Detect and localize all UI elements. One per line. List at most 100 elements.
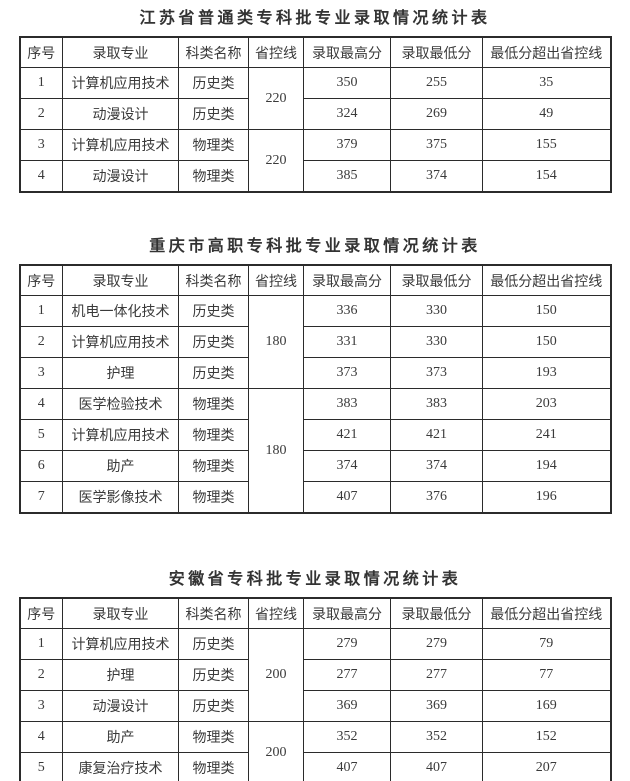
cell-exceed-margin: 196 <box>482 481 611 514</box>
cell-major: 医学检验技术 <box>62 388 179 420</box>
column-header: 录取最高分 <box>303 597 391 629</box>
cell-major: 康复治疗技术 <box>62 752 179 781</box>
column-header: 录取最低分 <box>390 36 483 68</box>
cell-category: 物理类 <box>178 129 249 161</box>
cell-exceed-margin: 154 <box>482 160 611 193</box>
cell-category: 历史类 <box>178 295 249 327</box>
stats-table-section: 重庆市高职专科批专业录取情况统计表 序号 录取专业 科类名称 省控线 录取最高分 录取最低… <box>0 237 630 514</box>
cell-category: 物理类 <box>178 419 249 451</box>
table-row: 2 护理 历史类 277 277 77 <box>19 659 611 691</box>
column-header: 最低分超出省控线 <box>482 264 611 296</box>
cell-control-line: 180 <box>248 295 304 389</box>
cell-max-score: 383 <box>303 388 391 420</box>
cell-category: 历史类 <box>178 628 249 660</box>
cell-exceed-margin: 155 <box>482 129 611 161</box>
table-row: 4 医学检验技术 物理类 180 383 383 203 <box>19 388 611 514</box>
table-row: 3 动漫设计 历史类 369 369 169 <box>19 690 611 722</box>
cell-exceed-margin: 169 <box>482 690 611 722</box>
table-title: 重庆市高职专科批专业录取情况统计表 <box>149 238 481 255</box>
cell-exceed-margin: 49 <box>482 98 611 130</box>
cell-row-number: 4 <box>19 388 63 420</box>
cell-major: 动漫设计 <box>62 160 179 193</box>
cell-category: 历史类 <box>178 357 249 389</box>
cell-max-score: 277 <box>303 659 391 691</box>
cell-row-number: 3 <box>19 129 63 161</box>
cell-min-score: 369 <box>390 690 483 722</box>
cell-category: 物理类 <box>178 721 249 753</box>
cell-exceed-margin: 203 <box>482 388 611 420</box>
cell-control-line: 200 <box>248 721 304 781</box>
column-header: 录取专业 <box>62 36 179 68</box>
cell-row-number: 1 <box>19 67 63 99</box>
cell-major: 计算机应用技术 <box>62 67 179 99</box>
table-row: 1 机电一体化技术 历史类 180 336 330 150 <box>19 295 611 389</box>
table-row: 4 动漫设计 物理类 385 374 154 <box>19 160 611 193</box>
cell-max-score: 407 <box>303 752 391 781</box>
cell-row-number: 5 <box>19 419 63 451</box>
cell-min-score: 277 <box>390 659 483 691</box>
cell-max-score: 352 <box>303 721 391 753</box>
column-header: 序号 <box>19 264 63 296</box>
header-row: 序号 录取专业 科类名称 省控线 录取最高分 录取最低分 最低分超出省控线 <box>19 36 611 68</box>
column-header: 科类名称 <box>178 264 249 296</box>
stats-table: 序号 录取专业 科类名称 省控线 录取最高分 录取最低分 最低分超出省控线 1 计算机应用技术… <box>18 597 612 781</box>
cell-min-score: 352 <box>390 721 483 753</box>
cell-major: 动漫设计 <box>62 690 179 722</box>
cell-min-score: 279 <box>390 628 483 660</box>
cell-category: 物理类 <box>178 752 249 781</box>
cell-major: 助产 <box>62 450 179 482</box>
cell-row-number: 3 <box>19 690 63 722</box>
cell-category: 历史类 <box>178 690 249 722</box>
cell-major: 动漫设计 <box>62 98 179 130</box>
cell-row-number: 5 <box>19 752 63 781</box>
cell-exceed-margin: 150 <box>482 326 611 358</box>
table-row: 2 动漫设计 历史类 324 269 49 <box>19 98 611 130</box>
cell-row-number: 6 <box>19 450 63 482</box>
cell-category: 物理类 <box>178 388 249 420</box>
cell-control-line: 220 <box>248 67 304 130</box>
cell-control-line: 180 <box>248 388 304 514</box>
cell-category: 历史类 <box>178 98 249 130</box>
cell-row-number: 4 <box>19 721 63 753</box>
cell-max-score: 336 <box>303 295 391 327</box>
column-header: 录取最低分 <box>390 597 483 629</box>
cell-control-line: 220 <box>248 129 304 193</box>
table-row: 7 医学影像技术 物理类 407 376 196 <box>19 481 611 514</box>
stats-table-section: 江苏省普通类专科批专业录取情况统计表 序号 录取专业 科类名称 省控线 录取最高分 录取最… <box>0 9 630 193</box>
cell-min-score: 330 <box>390 295 483 327</box>
cell-min-score: 269 <box>390 98 483 130</box>
column-header: 省控线 <box>248 597 304 629</box>
cell-category: 历史类 <box>178 326 249 358</box>
column-header: 最低分超出省控线 <box>482 36 611 68</box>
cell-min-score: 376 <box>390 481 483 514</box>
cell-max-score: 407 <box>303 481 391 514</box>
cell-category: 历史类 <box>178 67 249 99</box>
cell-category: 历史类 <box>178 659 249 691</box>
table-row: 2 计算机应用技术 历史类 331 330 150 <box>19 326 611 358</box>
column-header: 科类名称 <box>178 597 249 629</box>
cell-exceed-margin: 241 <box>482 419 611 451</box>
header-row: 序号 录取专业 科类名称 省控线 录取最高分 录取最低分 最低分超出省控线 <box>19 597 611 629</box>
cell-row-number: 3 <box>19 357 63 389</box>
cell-row-number: 2 <box>19 326 63 358</box>
cell-exceed-margin: 152 <box>482 721 611 753</box>
table-row: 5 计算机应用技术 物理类 421 421 241 <box>19 419 611 451</box>
cell-max-score: 279 <box>303 628 391 660</box>
cell-min-score: 421 <box>390 419 483 451</box>
header-row: 序号 录取专业 科类名称 省控线 录取最高分 录取最低分 最低分超出省控线 <box>19 264 611 296</box>
column-header: 最低分超出省控线 <box>482 597 611 629</box>
table-row: 4 助产 物理类 200 352 352 152 <box>19 721 611 781</box>
cell-major: 医学影像技术 <box>62 481 179 514</box>
cell-max-score: 385 <box>303 160 391 193</box>
table-row: 6 助产 物理类 374 374 194 <box>19 450 611 482</box>
column-header: 录取最高分 <box>303 264 391 296</box>
cell-major: 计算机应用技术 <box>62 628 179 660</box>
cell-major: 助产 <box>62 721 179 753</box>
stats-table: 序号 录取专业 科类名称 省控线 录取最高分 录取最低分 最低分超出省控线 1 计算机应用技术… <box>18 36 612 193</box>
cell-max-score: 421 <box>303 419 391 451</box>
cell-category: 物理类 <box>178 481 249 514</box>
table-row: 1 计算机应用技术 历史类 220 350 255 35 <box>19 67 611 130</box>
column-header: 录取最高分 <box>303 36 391 68</box>
cell-category: 物理类 <box>178 450 249 482</box>
